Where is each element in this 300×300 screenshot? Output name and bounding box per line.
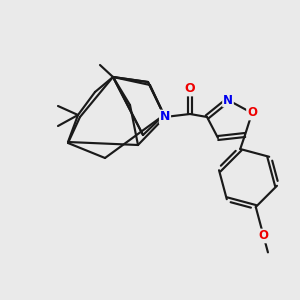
Text: O: O — [247, 106, 257, 119]
Text: N: N — [160, 110, 170, 124]
Text: O: O — [259, 230, 269, 242]
Text: N: N — [223, 94, 233, 106]
Text: O: O — [185, 82, 195, 95]
